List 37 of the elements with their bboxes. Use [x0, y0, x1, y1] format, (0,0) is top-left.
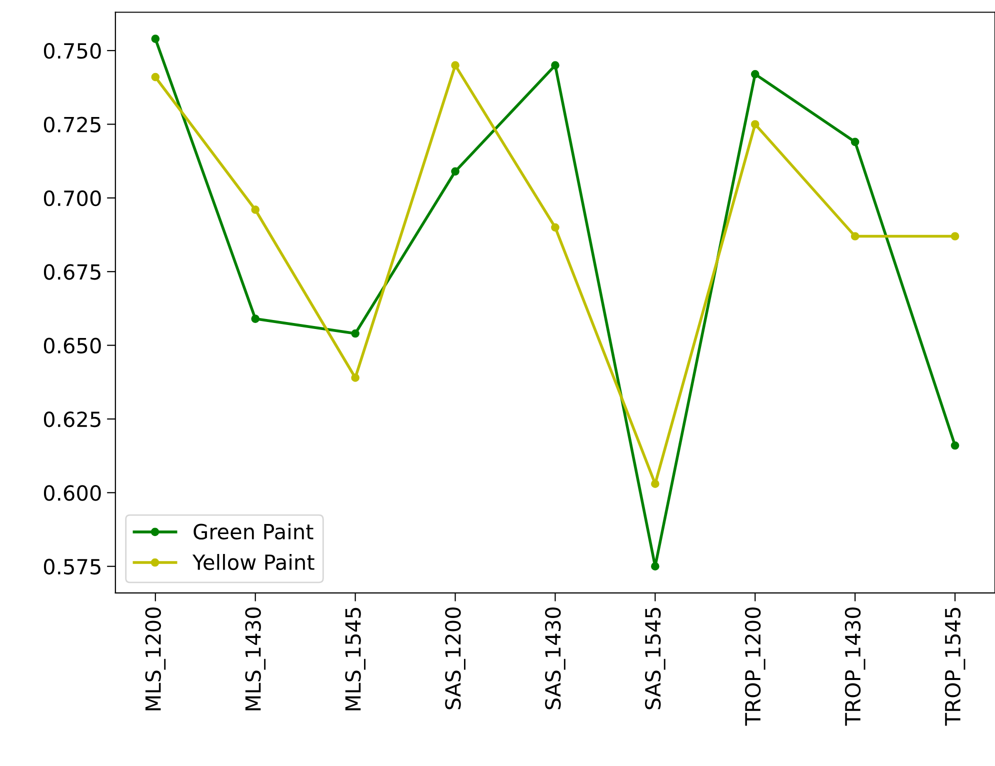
legend-label: Green Paint: [194, 523, 314, 540]
x-tick-label: MLS_1200: [145, 607, 166, 710]
x-tick-label: TROP_1200: [744, 607, 766, 726]
x-tick-label: TROP_1545: [944, 608, 966, 726]
x-tick-label: SAS_1430: [545, 607, 566, 710]
y-tick-label: 0.575: [44, 558, 100, 575]
point: [750, 120, 760, 128]
x-tick-label: MLS_1545: [345, 608, 366, 710]
point: [650, 562, 660, 571]
x-tick-label: SAS_1200: [445, 607, 466, 710]
point: [551, 223, 560, 232]
y-tick-label: 0.650: [44, 338, 101, 354]
point: [950, 232, 960, 240]
x-tick-label: SAS_1545: [644, 608, 666, 710]
point: [251, 314, 260, 323]
point: [551, 61, 560, 70]
legend-label: Yellow Paint: [192, 554, 314, 570]
y-tick-label: 0.700: [44, 190, 101, 206]
y-tick-label: 0.750: [44, 43, 101, 59]
point: [850, 232, 860, 240]
point: [850, 138, 860, 146]
point: [650, 480, 660, 488]
x-tick-label: TROP_1430: [844, 607, 866, 726]
point: [351, 374, 360, 382]
point: [151, 34, 160, 43]
point: [351, 329, 360, 338]
y-tick-label: 0.600: [44, 485, 101, 501]
point: [950, 441, 960, 450]
point: [750, 70, 760, 78]
point: [451, 61, 460, 70]
x-tick-label: MLS_1430: [245, 607, 266, 710]
point: [251, 206, 260, 214]
y-tick-label: 0.725: [44, 116, 100, 132]
y-tick-label: 0.625: [44, 411, 100, 428]
y-tick-label: 0.675: [44, 264, 100, 280]
point: [151, 72, 160, 82]
point: [451, 167, 460, 176]
